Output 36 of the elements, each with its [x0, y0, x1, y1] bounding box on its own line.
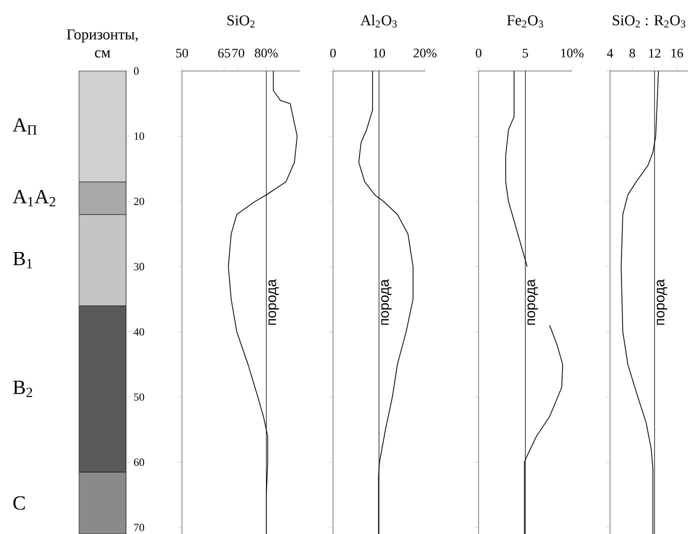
x-tick-label: 8 [630, 48, 636, 58]
chart-title: Fe$_{2}$O$_{3}$ [507, 15, 544, 28]
y-tick-label: 0 [134, 67, 139, 75]
x-tick-label: 80% [254, 48, 278, 58]
x-tick-label: 50 [176, 48, 188, 58]
y-tick-label: 50 [134, 393, 144, 401]
x-tick-label: 0 [330, 48, 336, 58]
ref-line-label: порода [527, 279, 538, 325]
x-tick-label: 20% [414, 48, 436, 58]
chart-title: SiO$_{2}$ [227, 15, 254, 28]
x-tick-label: 70 [232, 48, 244, 58]
text: B$_{2}$ [13, 380, 32, 397]
x-tick-label: 10 [374, 48, 386, 58]
y-tick-label: 60 [134, 458, 144, 466]
text: C [13, 496, 25, 510]
ref-line-label: порода [381, 279, 392, 325]
text: A$_{П}$ [12, 118, 37, 135]
y-tick-label: 30 [134, 262, 144, 270]
x-tick-label: 4 [607, 48, 614, 58]
y-tick-label: 40 [134, 328, 144, 336]
ref-line-label: порода [268, 279, 279, 325]
chart-title: Al$_{2}$O$_{3}$ [360, 14, 397, 28]
x-tick-label: 5 [522, 48, 528, 58]
ref-line-label: порода [656, 279, 668, 325]
x-tick-label: 12 [649, 48, 660, 58]
chart-title: SiO$_{2}$ : R$_{2}$O$_{3}$ [612, 15, 686, 28]
x-tick-label: 65 [218, 48, 230, 58]
y-tick-label: 10 [134, 132, 144, 140]
y-tick-label: 20 [134, 198, 144, 206]
x-tick-label: 16 [672, 48, 683, 58]
y-tick-label: 70 [134, 524, 144, 532]
x-tick-label: 10% [561, 48, 584, 58]
chart-title: Горизонты, см [66, 29, 138, 58]
series-label: A$_{1}$A$_{2}$ [12, 190, 56, 206]
text: B$_{1}$ [13, 252, 32, 268]
x-tick-label: 0 [476, 48, 482, 58]
